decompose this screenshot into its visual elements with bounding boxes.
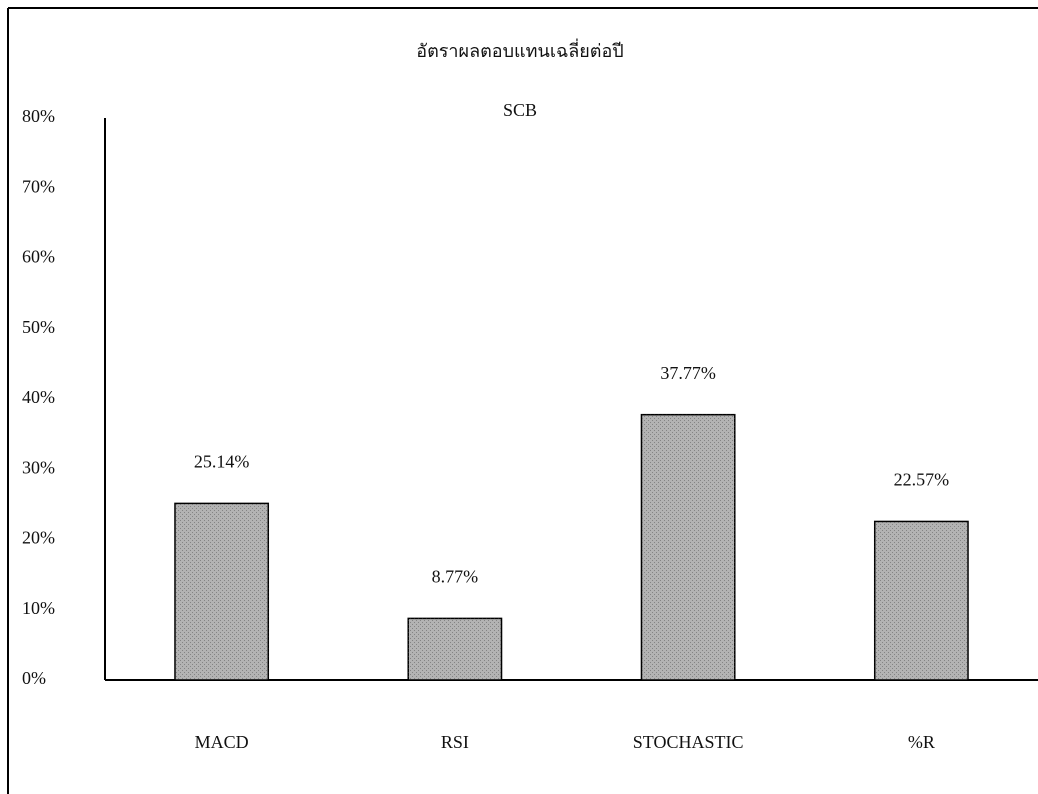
y-tick-label: 20%: [22, 528, 55, 548]
y-tick-label: 70%: [22, 176, 55, 196]
y-tick-label: 0%: [22, 668, 46, 688]
value-label: 37.77%: [660, 363, 716, 383]
chart-title: อัตราผลตอบแทนเฉลี่ยต่อปี: [416, 38, 623, 61]
value-label: 8.77%: [432, 567, 479, 587]
x-tick-label: MACD: [195, 732, 249, 752]
value-label: 22.57%: [894, 470, 950, 490]
y-tick-label: 60%: [22, 247, 55, 267]
y-tick-label: 30%: [22, 457, 55, 477]
chart-subtitle: SCB: [503, 100, 537, 120]
x-tick-label: %R: [908, 732, 935, 752]
y-tick-label: 50%: [22, 317, 55, 337]
x-tick-label: RSI: [441, 732, 469, 752]
bar-texture: [641, 414, 735, 680]
bar-texture: [408, 618, 502, 680]
y-tick-label: 40%: [22, 387, 55, 407]
y-tick-label: 10%: [22, 598, 55, 618]
y-tick-label: 80%: [22, 106, 55, 126]
x-tick-label: STOCHASTIC: [633, 732, 744, 752]
value-label: 25.14%: [194, 452, 250, 472]
bar-texture: [874, 521, 969, 680]
bar-texture: [174, 503, 269, 680]
